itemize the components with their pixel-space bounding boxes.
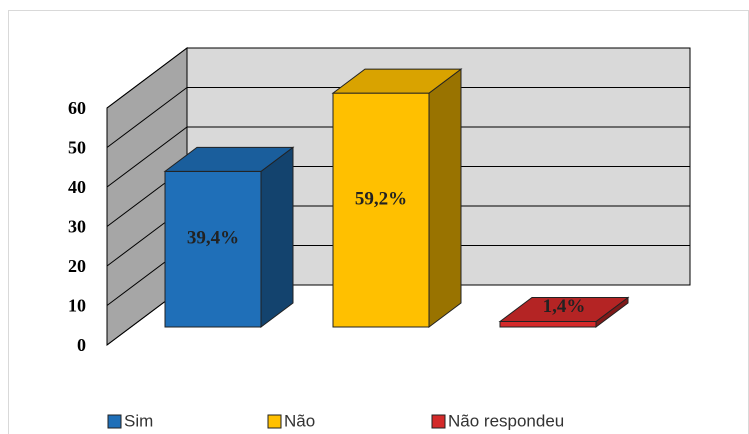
legend-label: Sim [124, 411, 153, 430]
side-grid-line [106, 126, 188, 188]
bar-top [331, 68, 463, 94]
data-label: 59,2% [355, 188, 407, 209]
y-tick-label: 0 [77, 335, 86, 355]
bar-side [428, 68, 462, 328]
bar-top [163, 146, 295, 172]
y-tick-label: 50 [68, 138, 86, 158]
bar-front [332, 92, 430, 328]
bar-top [498, 296, 630, 322]
y-tick-label: 20 [68, 256, 86, 276]
data-label: 39,4% [187, 228, 239, 249]
legend-swatch [107, 414, 122, 429]
y-tick-label: 60 [68, 98, 86, 118]
side-grid-line [106, 47, 188, 109]
legend-swatch [431, 414, 446, 429]
legend-label: Não [284, 411, 315, 430]
legend-label: Não respondeu [448, 411, 564, 430]
bar-front [164, 170, 262, 328]
y-tick-label: 30 [68, 217, 86, 237]
side-grid-line [106, 87, 188, 148]
y-tick-label: 10 [68, 296, 86, 316]
y-tick-label: 40 [68, 177, 86, 197]
bar-front [499, 320, 597, 328]
legend-swatch [267, 414, 282, 429]
data-label: 1,4% [543, 296, 586, 317]
bar-side [260, 146, 294, 328]
